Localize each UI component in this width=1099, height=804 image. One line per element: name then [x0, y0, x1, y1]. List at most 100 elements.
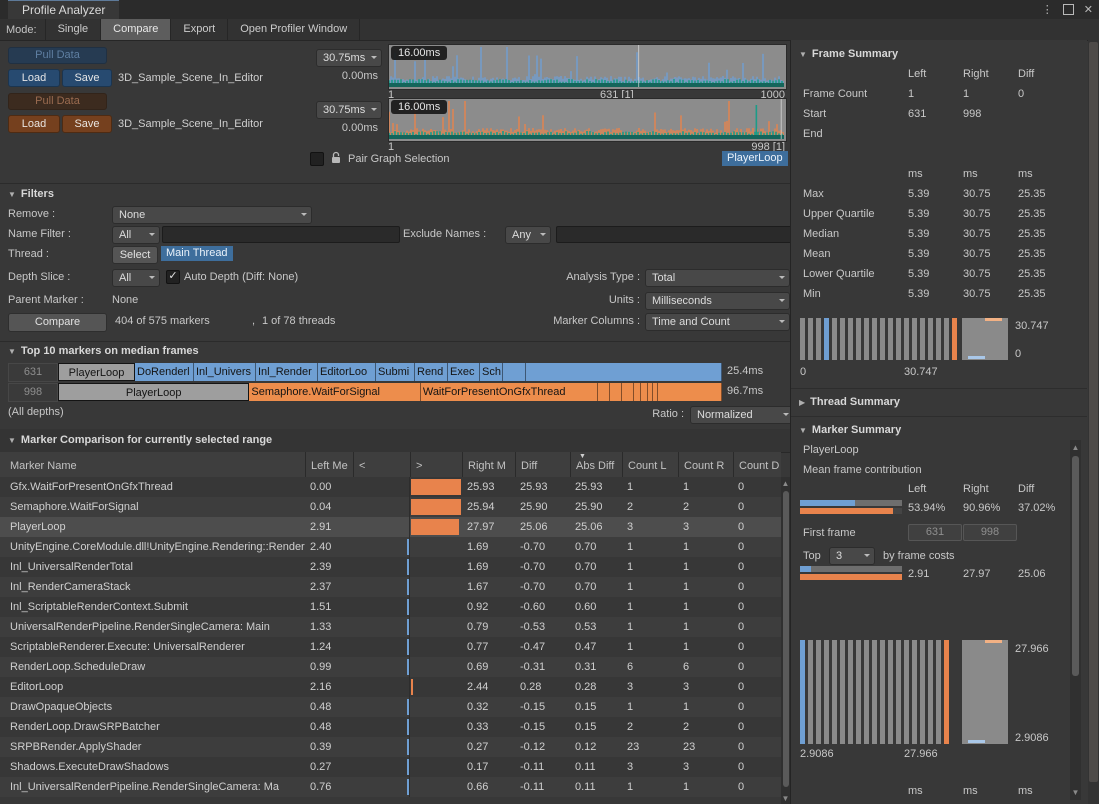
pull-data-right-button[interactable]: Pull Data: [8, 93, 107, 110]
table-row[interactable]: RenderLoop.ScheduleDraw0.990.69-0.310.31…: [0, 657, 781, 677]
first-frame-left-button[interactable]: 631: [908, 524, 962, 541]
top10-segment[interactable]: Exec: [448, 363, 480, 381]
save-right-button[interactable]: Save: [62, 115, 112, 133]
table-row[interactable]: Semaphore.WaitForSignal0.0425.9425.9025.…: [0, 497, 781, 517]
first-frame-right-button[interactable]: 998: [963, 524, 1017, 541]
top10-segment[interactable]: [526, 363, 722, 381]
diff-bar: [407, 639, 409, 655]
top10-segment[interactable]: EditorLoo: [318, 363, 376, 381]
name-filter-input[interactable]: [162, 226, 400, 243]
top10-segment[interactable]: Rend: [415, 363, 448, 381]
mode-single-button[interactable]: Single: [45, 19, 102, 40]
top10-segment[interactable]: [634, 383, 641, 401]
save-left-button[interactable]: Save: [62, 69, 112, 87]
compare-button[interactable]: Compare: [8, 313, 107, 332]
marker-columns-dropdown[interactable]: Time and Count: [645, 313, 790, 331]
auto-depth-checkbox[interactable]: ✓: [166, 270, 180, 284]
table-row[interactable]: Inl_UniversalRenderTotal2.391.69-0.700.7…: [0, 557, 781, 577]
table-row[interactable]: Gfx.WaitForPresentOnGfxThread0.0025.9325…: [0, 477, 781, 497]
top10-segment[interactable]: Semaphore.WaitForSignal: [249, 383, 420, 401]
table-row[interactable]: EditorLoop2.162.440.280.28330: [0, 677, 781, 697]
col-count-right[interactable]: Count R: [678, 452, 733, 477]
top10-foldout-icon[interactable]: ▼: [8, 347, 16, 356]
filters-foldout-icon[interactable]: ▼: [8, 190, 16, 199]
window-scrollbar[interactable]: [1088, 40, 1099, 804]
frame-summary-foldout-icon[interactable]: ▼: [799, 50, 807, 59]
thread-select-button[interactable]: Select: [112, 246, 158, 264]
col-right-median[interactable]: Right M: [462, 452, 515, 477]
graph-selection-chip[interactable]: PlayerLoop: [722, 151, 788, 166]
analysis-type-dropdown[interactable]: Total: [645, 269, 790, 287]
table-row[interactable]: SRPBRender.ApplyShader0.390.27-0.120.122…: [0, 737, 781, 757]
summary-scroll-down-icon[interactable]: ▼: [1070, 788, 1081, 797]
top10-segment[interactable]: [658, 383, 722, 401]
left-range-dropdown[interactable]: 30.75ms: [316, 49, 382, 67]
comparison-foldout-icon[interactable]: ▼: [8, 436, 16, 445]
table-row[interactable]: Inl_RenderCameraStack2.371.67-0.700.7011…: [0, 577, 781, 597]
depth-slice-dropdown[interactable]: All: [112, 269, 160, 287]
exclude-names-input[interactable]: [556, 226, 792, 243]
right-zero-label: 0.00ms: [316, 122, 378, 134]
top10-segment[interactable]: PlayerLoop: [58, 383, 249, 401]
top10-right-bar[interactable]: PlayerLoopSemaphore.WaitForSignalWaitFor…: [58, 383, 722, 401]
top10-segment[interactable]: PlayerLoop: [58, 363, 135, 381]
table-row[interactable]: Shadows.ExecuteDrawShadows0.270.17-0.110…: [0, 757, 781, 777]
top10-left-bar[interactable]: PlayerLoopDoRenderlInl_UniversInl_Render…: [58, 363, 722, 381]
col-left-bar[interactable]: <: [353, 452, 410, 477]
right-range-dropdown[interactable]: 30.75ms: [316, 101, 382, 119]
top10-segment[interactable]: [622, 383, 634, 401]
mode-compare-button[interactable]: Compare: [101, 19, 171, 40]
table-row[interactable]: Inl_ScriptableRenderContext.Submit1.510.…: [0, 597, 781, 617]
pair-graph-selection-checkbox[interactable]: [310, 152, 324, 166]
col-count-left[interactable]: Count L: [622, 452, 678, 477]
top10-segment[interactable]: [503, 363, 526, 381]
top10-segment[interactable]: [610, 383, 622, 401]
marker-summary-units: msmsms: [791, 785, 1087, 804]
right-frames-graph[interactable]: 16.00ms: [388, 98, 787, 142]
table-row[interactable]: PlayerLoop2.9127.9725.0625.06330: [0, 517, 781, 537]
pull-data-left-button[interactable]: Pull Data: [8, 47, 107, 64]
summary-scrollbar[interactable]: ▲ ▼: [1070, 440, 1081, 800]
top10-segment[interactable]: Submi: [376, 363, 415, 381]
summary-scroll-up-icon[interactable]: ▲: [1070, 443, 1081, 452]
scroll-up-icon[interactable]: ▲: [781, 479, 790, 488]
units-dropdown[interactable]: Milliseconds: [645, 292, 790, 310]
ratio-dropdown[interactable]: Normalized: [690, 406, 794, 424]
close-icon[interactable]: ✕: [1084, 3, 1093, 16]
top10-segment[interactable]: [598, 383, 610, 401]
table-row[interactable]: DrawOpaqueObjects0.480.32-0.150.15110: [0, 697, 781, 717]
col-count-diff[interactable]: Count D: [733, 452, 781, 477]
maximize-icon[interactable]: [1063, 4, 1074, 15]
marker-summary-foldout-icon[interactable]: ▼: [799, 426, 807, 435]
table-row[interactable]: RenderLoop.DrawSRPBatcher0.480.33-0.150.…: [0, 717, 781, 737]
table-row[interactable]: Inl_UniversalRenderPipeline.RenderSingle…: [0, 777, 781, 797]
exclude-mode-dropdown[interactable]: Any: [505, 226, 551, 244]
load-right-button[interactable]: Load: [8, 115, 60, 133]
kebab-menu-icon[interactable]: ⋮: [1042, 3, 1053, 16]
load-left-button[interactable]: Load: [8, 69, 60, 87]
table-row[interactable]: UnityEngine.CoreModule.dll!UnityEngine.R…: [0, 537, 781, 557]
col-right-bar[interactable]: >: [410, 452, 462, 477]
thread-summary-foldout-icon[interactable]: ▶: [799, 398, 805, 407]
table-scrollbar[interactable]: ▲ ▼: [781, 477, 790, 804]
top10-segment[interactable]: WaitForPresentOnGfxThread: [421, 383, 598, 401]
col-marker-name[interactable]: Marker Name: [0, 452, 305, 477]
remove-dropdown[interactable]: None: [112, 206, 312, 224]
left-frames-graph[interactable]: 16.00ms: [388, 44, 787, 90]
top10-segment[interactable]: DoRenderl: [135, 363, 194, 381]
top10-segment[interactable]: Inl_Render: [256, 363, 318, 381]
col-left-median[interactable]: Left Me: [305, 452, 353, 477]
col-abs-diff[interactable]: ▼Abs Diff: [570, 452, 622, 477]
top10-segment[interactable]: Inl_Univers: [194, 363, 256, 381]
open-profiler-window-button[interactable]: Open Profiler Window: [228, 19, 360, 40]
tab-profile-analyzer[interactable]: Profile Analyzer: [8, 0, 119, 20]
scroll-down-icon[interactable]: ▼: [781, 794, 790, 803]
table-row[interactable]: UniversalRenderPipeline.RenderSingleCame…: [0, 617, 781, 637]
top-n-dropdown[interactable]: 3: [829, 547, 875, 565]
top10-segment[interactable]: Sch: [480, 363, 503, 381]
export-button[interactable]: Export: [171, 19, 228, 40]
col-diff[interactable]: Diff: [515, 452, 570, 477]
top10-segment[interactable]: [641, 383, 648, 401]
table-row[interactable]: ScriptableRenderer.Execute: UniversalRen…: [0, 637, 781, 657]
name-filter-mode-dropdown[interactable]: All: [112, 226, 160, 244]
